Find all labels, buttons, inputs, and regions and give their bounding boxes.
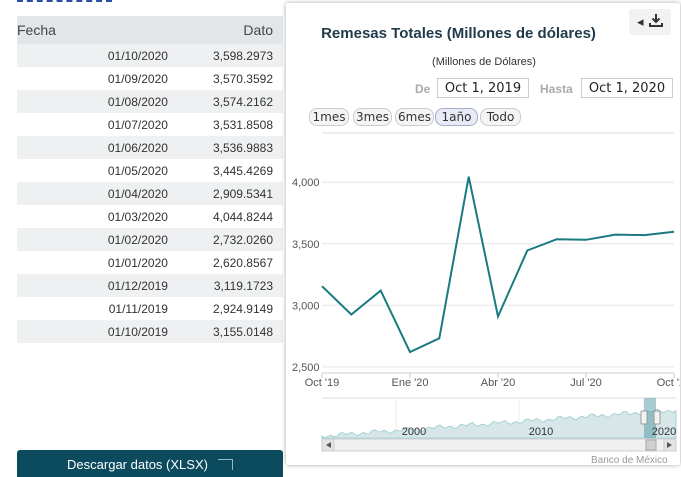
external-icon	[217, 459, 233, 470]
table-row: 01/01/2020 2,620.8567	[17, 251, 283, 274]
range-to-label: Hasta	[540, 82, 573, 96]
x-tick-label: Oct '20	[657, 377, 680, 389]
series-point[interactable]	[437, 336, 441, 340]
x-tick-label: Ene '20	[392, 377, 429, 389]
scroll-left-icon	[326, 442, 331, 448]
scrollbar-track[interactable]	[321, 438, 677, 452]
table-row: 01/02/2020 2,732.0260	[17, 228, 283, 251]
navigator-area	[321, 408, 677, 439]
series-point[interactable]	[643, 233, 647, 237]
x-tick-label: Oct '19	[305, 377, 340, 389]
cell-date: 01/05/2020	[17, 159, 174, 182]
export-menu-button[interactable]: ◂	[629, 9, 671, 35]
cell-date: 01/11/2019	[17, 297, 174, 320]
range-from-label: De	[415, 82, 431, 96]
cell-value: 3,536.9883	[173, 136, 283, 159]
table-row: 01/09/2020 3,570.3592	[17, 67, 283, 90]
cell-date: 01/12/2019	[17, 274, 174, 297]
y-tick-label: 3,500	[292, 239, 320, 251]
navigator-handle-left[interactable]	[640, 410, 648, 425]
scroll-right-icon	[667, 442, 672, 448]
table-row: 01/10/2019 3,155.0148	[17, 320, 283, 343]
table-row: 01/08/2020 3,574.2162	[17, 90, 283, 113]
x-tick-label: Jul '20	[570, 377, 601, 389]
series-point[interactable]	[379, 289, 383, 293]
cell-value: 2,924.9149	[173, 297, 283, 320]
cell-date: 01/07/2020	[17, 113, 174, 136]
table-row: 01/12/2019 3,119.1723	[17, 274, 283, 297]
cell-date: 01/06/2020	[17, 136, 174, 159]
cell-value: 3,570.3592	[173, 67, 283, 90]
credit-label[interactable]: Banco de México	[591, 455, 668, 466]
table-row: 01/05/2020 3,445.4269	[17, 159, 283, 182]
series-point[interactable]	[496, 314, 500, 318]
top-link-underline[interactable]	[17, 0, 112, 2]
table-body: 01/10/2020 3,598.2973 01/09/2020 3,570.3592…	[17, 44, 283, 343]
y-tick-label: 4,000	[292, 177, 320, 189]
series-point[interactable]	[525, 248, 529, 252]
table-row: 01/07/2020 3,531.8508	[17, 113, 283, 136]
cell-date: 01/03/2020	[17, 205, 174, 228]
table-row: 01/06/2020 3,536.9883	[17, 136, 283, 159]
navigator-handle-right[interactable]	[653, 410, 661, 425]
cell-date: 01/08/2020	[17, 90, 174, 113]
cell-date: 01/02/2020	[17, 228, 174, 251]
series-point[interactable]	[320, 284, 324, 288]
x-tick-label: Abr '20	[481, 377, 516, 389]
series-point[interactable]	[467, 175, 471, 179]
download-icon	[649, 14, 663, 27]
chart-svg: 2,500 3,000 3,500 4,000 Oct '19 Ene '20 Abr '2…	[292, 132, 680, 452]
table-row: 01/04/2020 2,909.5341	[17, 182, 283, 205]
series-point[interactable]	[555, 237, 559, 241]
cell-value: 3,598.2973	[173, 44, 283, 67]
download-xlsx-button[interactable]: Descargar datos (XLSX)	[17, 450, 283, 477]
y-tick-label: 3,000	[292, 300, 320, 312]
table-row: 01/10/2020 3,598.2973	[17, 44, 283, 67]
zoom-button[interactable]: Todo	[480, 108, 521, 126]
cell-date: 01/10/2020	[17, 44, 174, 67]
zoom-button[interactable]: 6mes	[395, 108, 434, 126]
navigator-label: 2010	[529, 426, 553, 438]
header-date[interactable]: Fecha	[17, 16, 174, 44]
caret-left-icon: ◂	[637, 14, 644, 29]
table-row: 01/11/2019 2,924.9149	[17, 297, 283, 320]
navigator-label: 2020	[652, 426, 676, 438]
scrollbar-thumb[interactable]	[645, 439, 657, 451]
range-from-input[interactable]: Oct 1, 2019	[437, 78, 529, 98]
series-point[interactable]	[408, 350, 412, 354]
range-to-input[interactable]: Oct 1, 2020	[581, 78, 673, 98]
zoom-button[interactable]: 3mes	[353, 108, 392, 126]
header-value[interactable]: Dato	[173, 16, 283, 44]
cell-value: 3,531.8508	[173, 113, 283, 136]
cell-date: 01/04/2020	[17, 182, 174, 205]
cell-date: 01/10/2019	[17, 320, 174, 343]
chart-subtitle: (Millones de Dólares)	[432, 56, 536, 68]
cell-value: 3,119.1723	[173, 274, 283, 297]
chart-panel: Remesas Totales (Millones de dólares) (M…	[286, 3, 680, 466]
zoom-button[interactable]: 1año	[435, 108, 478, 126]
cell-value: 3,445.4269	[173, 159, 283, 182]
table-header-row: Fecha Dato	[17, 16, 283, 44]
download-label: Descargar datos (XLSX)	[67, 457, 208, 472]
zoom-button[interactable]: 1mes	[309, 108, 349, 126]
series-point[interactable]	[584, 238, 588, 242]
navigator-label: 2000	[402, 426, 426, 438]
cell-date: 01/01/2020	[17, 251, 174, 274]
cell-value: 3,155.0148	[173, 320, 283, 343]
series-point[interactable]	[672, 230, 676, 234]
cell-value: 2,732.0260	[173, 228, 283, 251]
y-tick-label: 2,500	[292, 362, 320, 374]
cell-value: 3,574.2162	[173, 90, 283, 113]
cell-value: 2,909.5341	[173, 182, 283, 205]
data-table: Fecha Dato 01/10/2020 3,598.2973 01/09/202…	[17, 16, 283, 343]
navigator-selection[interactable]	[644, 398, 656, 438]
cell-date: 01/09/2020	[17, 67, 174, 90]
chart-title: Remesas Totales (Millones de dólares)	[321, 25, 596, 42]
cell-value: 4,044.8244	[173, 205, 283, 228]
table-row: 01/03/2020 4,044.8244	[17, 205, 283, 228]
series-line	[321, 176, 675, 354]
series-point[interactable]	[349, 313, 353, 317]
series-point[interactable]	[613, 233, 617, 237]
cell-value: 2,620.8567	[173, 251, 283, 274]
